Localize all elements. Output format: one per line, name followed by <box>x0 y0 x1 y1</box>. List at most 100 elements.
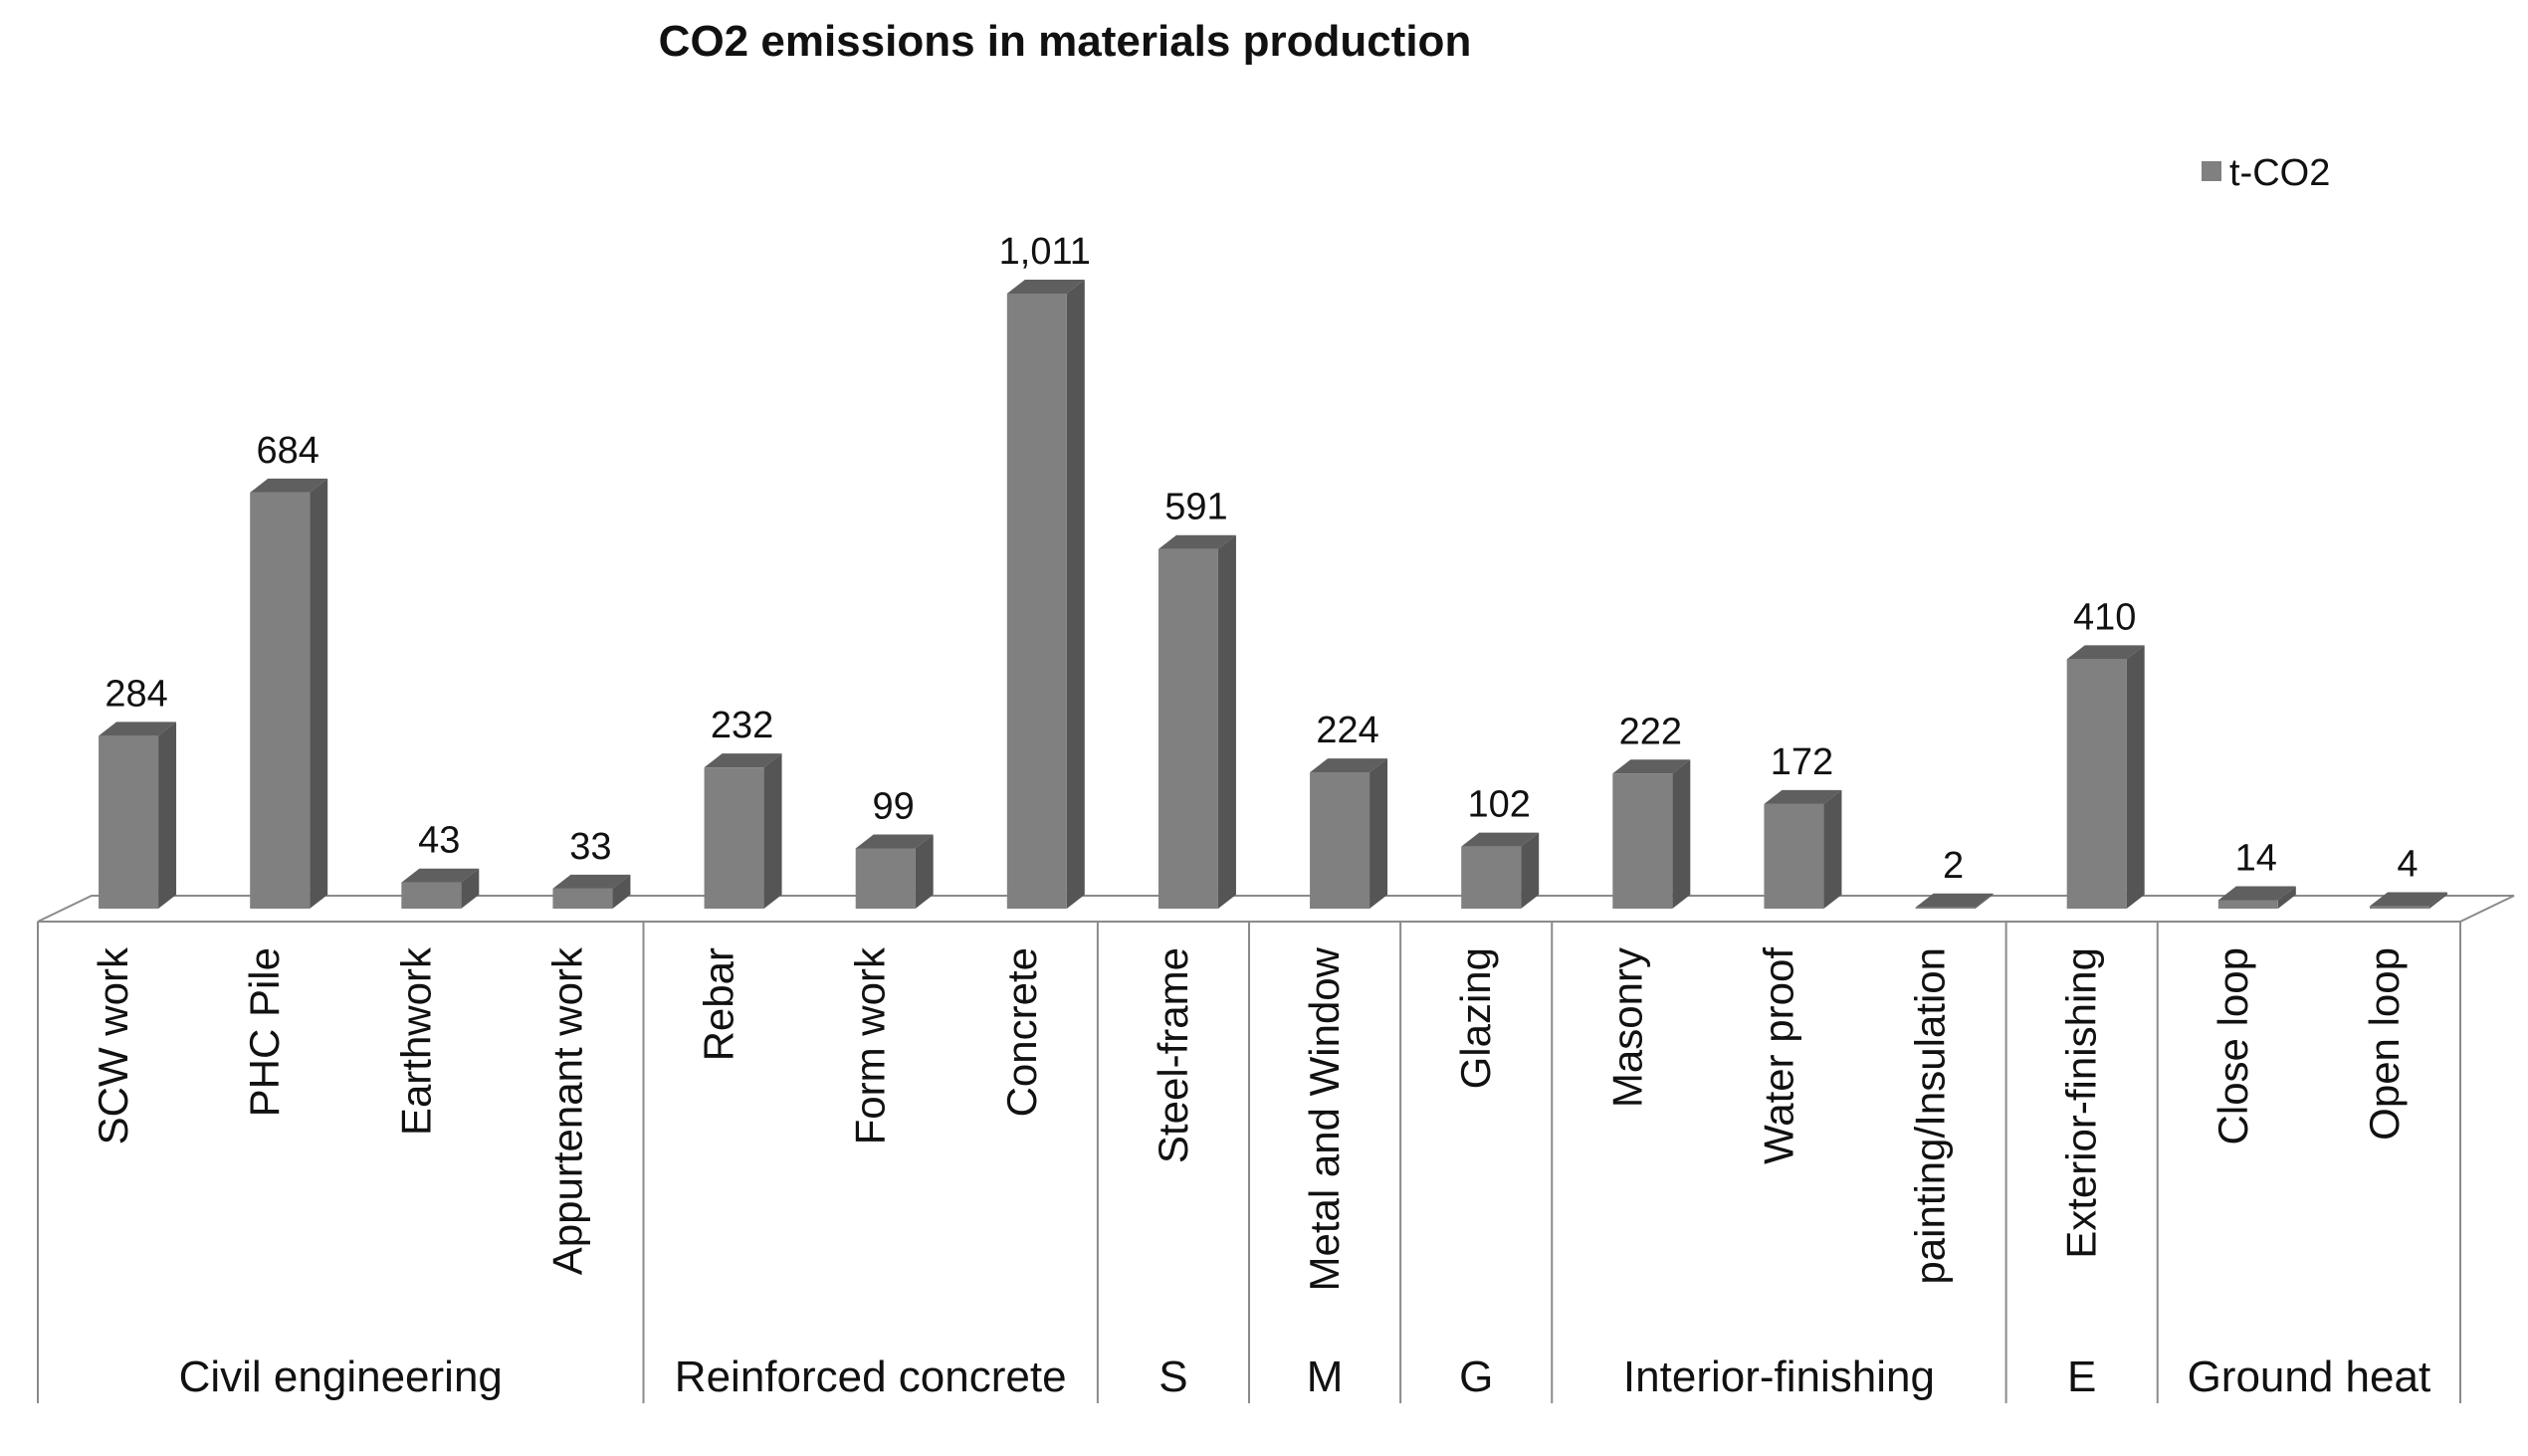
bar: 684 <box>250 430 328 909</box>
bar-side <box>915 834 934 909</box>
data-label: 43 <box>418 820 460 862</box>
bar-side <box>2428 892 2447 909</box>
data-label: 102 <box>1467 784 1530 826</box>
bar-top <box>1764 789 1842 804</box>
bar-side <box>1066 280 1085 909</box>
category-label: Masonry <box>1603 947 1650 1108</box>
bar-front <box>1915 907 1976 909</box>
category-label: Exterior-finishing <box>2058 947 2105 1259</box>
bar-top <box>401 868 480 883</box>
bar-top <box>2066 645 2145 660</box>
data-label: 684 <box>256 430 318 472</box>
legend-swatch <box>2202 161 2221 181</box>
bar: 2 <box>1915 845 1994 909</box>
chart-floor <box>37 895 2515 923</box>
bar: 1,011 <box>999 231 1091 909</box>
group-label: Reinforced concrete <box>675 1352 1067 1401</box>
bar-top <box>552 874 631 889</box>
category-label: Glazing <box>1452 947 1499 1089</box>
category-label: Form work <box>847 946 894 1144</box>
bar: 410 <box>2066 596 2145 909</box>
bar-side <box>1823 789 1842 909</box>
data-label: 172 <box>1771 741 1833 783</box>
bar-front <box>250 492 311 909</box>
legend: t-CO2 <box>2202 152 2330 194</box>
bar-top <box>250 478 328 493</box>
data-label: 99 <box>873 785 915 827</box>
legend-label: t-CO2 <box>2229 152 2330 194</box>
bar-top <box>1006 280 1085 294</box>
bar-top <box>855 834 934 849</box>
bar: 102 <box>1461 784 1540 909</box>
bar-top <box>1612 759 1691 774</box>
bar-front <box>1158 548 1218 909</box>
chart-title: CO2 emissions in materials production <box>659 17 1472 66</box>
category-label: Appurtenant work <box>543 946 590 1275</box>
bar-side <box>763 753 782 909</box>
floor-plane <box>37 895 2515 923</box>
category-label: Rebar <box>696 947 742 1061</box>
data-label: 222 <box>1619 711 1682 752</box>
bar-side <box>461 868 480 909</box>
category-label: Concrete <box>998 947 1045 1117</box>
bar: 232 <box>704 705 782 909</box>
category-label: SCW work <box>90 946 136 1144</box>
data-label: 4 <box>2397 844 2418 886</box>
group-label: M <box>1307 1352 1344 1401</box>
category-label: Water proof <box>1755 947 1801 1164</box>
data-label: 224 <box>1316 710 1378 751</box>
bar-front <box>1612 773 1673 909</box>
group-label: Ground heat <box>2188 1352 2431 1401</box>
bar-top <box>704 753 782 768</box>
bar: 172 <box>1764 741 1842 909</box>
bars: 284 684 43 33 232 99 1,011 591 224 102 222 172 2 410 1… <box>99 231 2447 909</box>
bar-side <box>1975 893 1994 909</box>
bar: 224 <box>1310 710 1388 909</box>
bar-side <box>1369 758 1388 909</box>
category-label: painting/Insulation <box>1907 947 1954 1285</box>
category-label: Metal and Window <box>1301 946 1348 1291</box>
bar: 14 <box>2217 837 2296 909</box>
bar-front <box>1461 846 1522 909</box>
group-label: S <box>1159 1352 1187 1401</box>
group-label: G <box>1459 1352 1493 1401</box>
bar-top <box>1915 893 1994 908</box>
data-label: 232 <box>711 705 773 746</box>
bar-top <box>2369 892 2447 907</box>
group-label: Civil engineering <box>179 1352 503 1401</box>
bar-front <box>855 848 916 909</box>
data-label: 2 <box>1943 845 1964 887</box>
bar: 43 <box>401 820 480 909</box>
group-label: E <box>2067 1352 2096 1401</box>
category-axis: Civil engineering Reinforced concrete S M G I… <box>37 922 2461 1403</box>
bar-top <box>1310 758 1388 773</box>
data-label: 14 <box>2235 837 2277 879</box>
bar-front <box>2066 659 2127 909</box>
data-label: 591 <box>1164 487 1227 528</box>
bar-front <box>1006 294 1067 909</box>
bar-side <box>1672 759 1691 909</box>
bar-front <box>704 767 764 909</box>
bar: 99 <box>855 785 934 909</box>
bar: 222 <box>1612 711 1691 909</box>
data-label: 410 <box>2073 596 2136 638</box>
bar: 33 <box>552 826 631 909</box>
bar-front <box>2217 900 2278 909</box>
category-label: Close loop <box>2210 947 2256 1144</box>
category-label: Steel-frame <box>1150 947 1196 1163</box>
bar-side <box>158 722 177 909</box>
bar-top <box>1461 832 1540 847</box>
bar-front <box>99 735 159 909</box>
bar-top <box>1158 534 1236 549</box>
bar-front <box>2369 906 2429 909</box>
bar-side <box>612 874 631 909</box>
bar-front <box>552 888 613 909</box>
bar-front <box>1764 803 1824 909</box>
bar-side <box>1217 534 1236 909</box>
category-label: Open loop <box>2361 947 2408 1141</box>
group-label: Interior-finishing <box>1623 1352 1935 1401</box>
bar-front <box>1310 772 1370 909</box>
bar-top <box>2217 886 2296 901</box>
bar-side <box>2126 645 2145 909</box>
